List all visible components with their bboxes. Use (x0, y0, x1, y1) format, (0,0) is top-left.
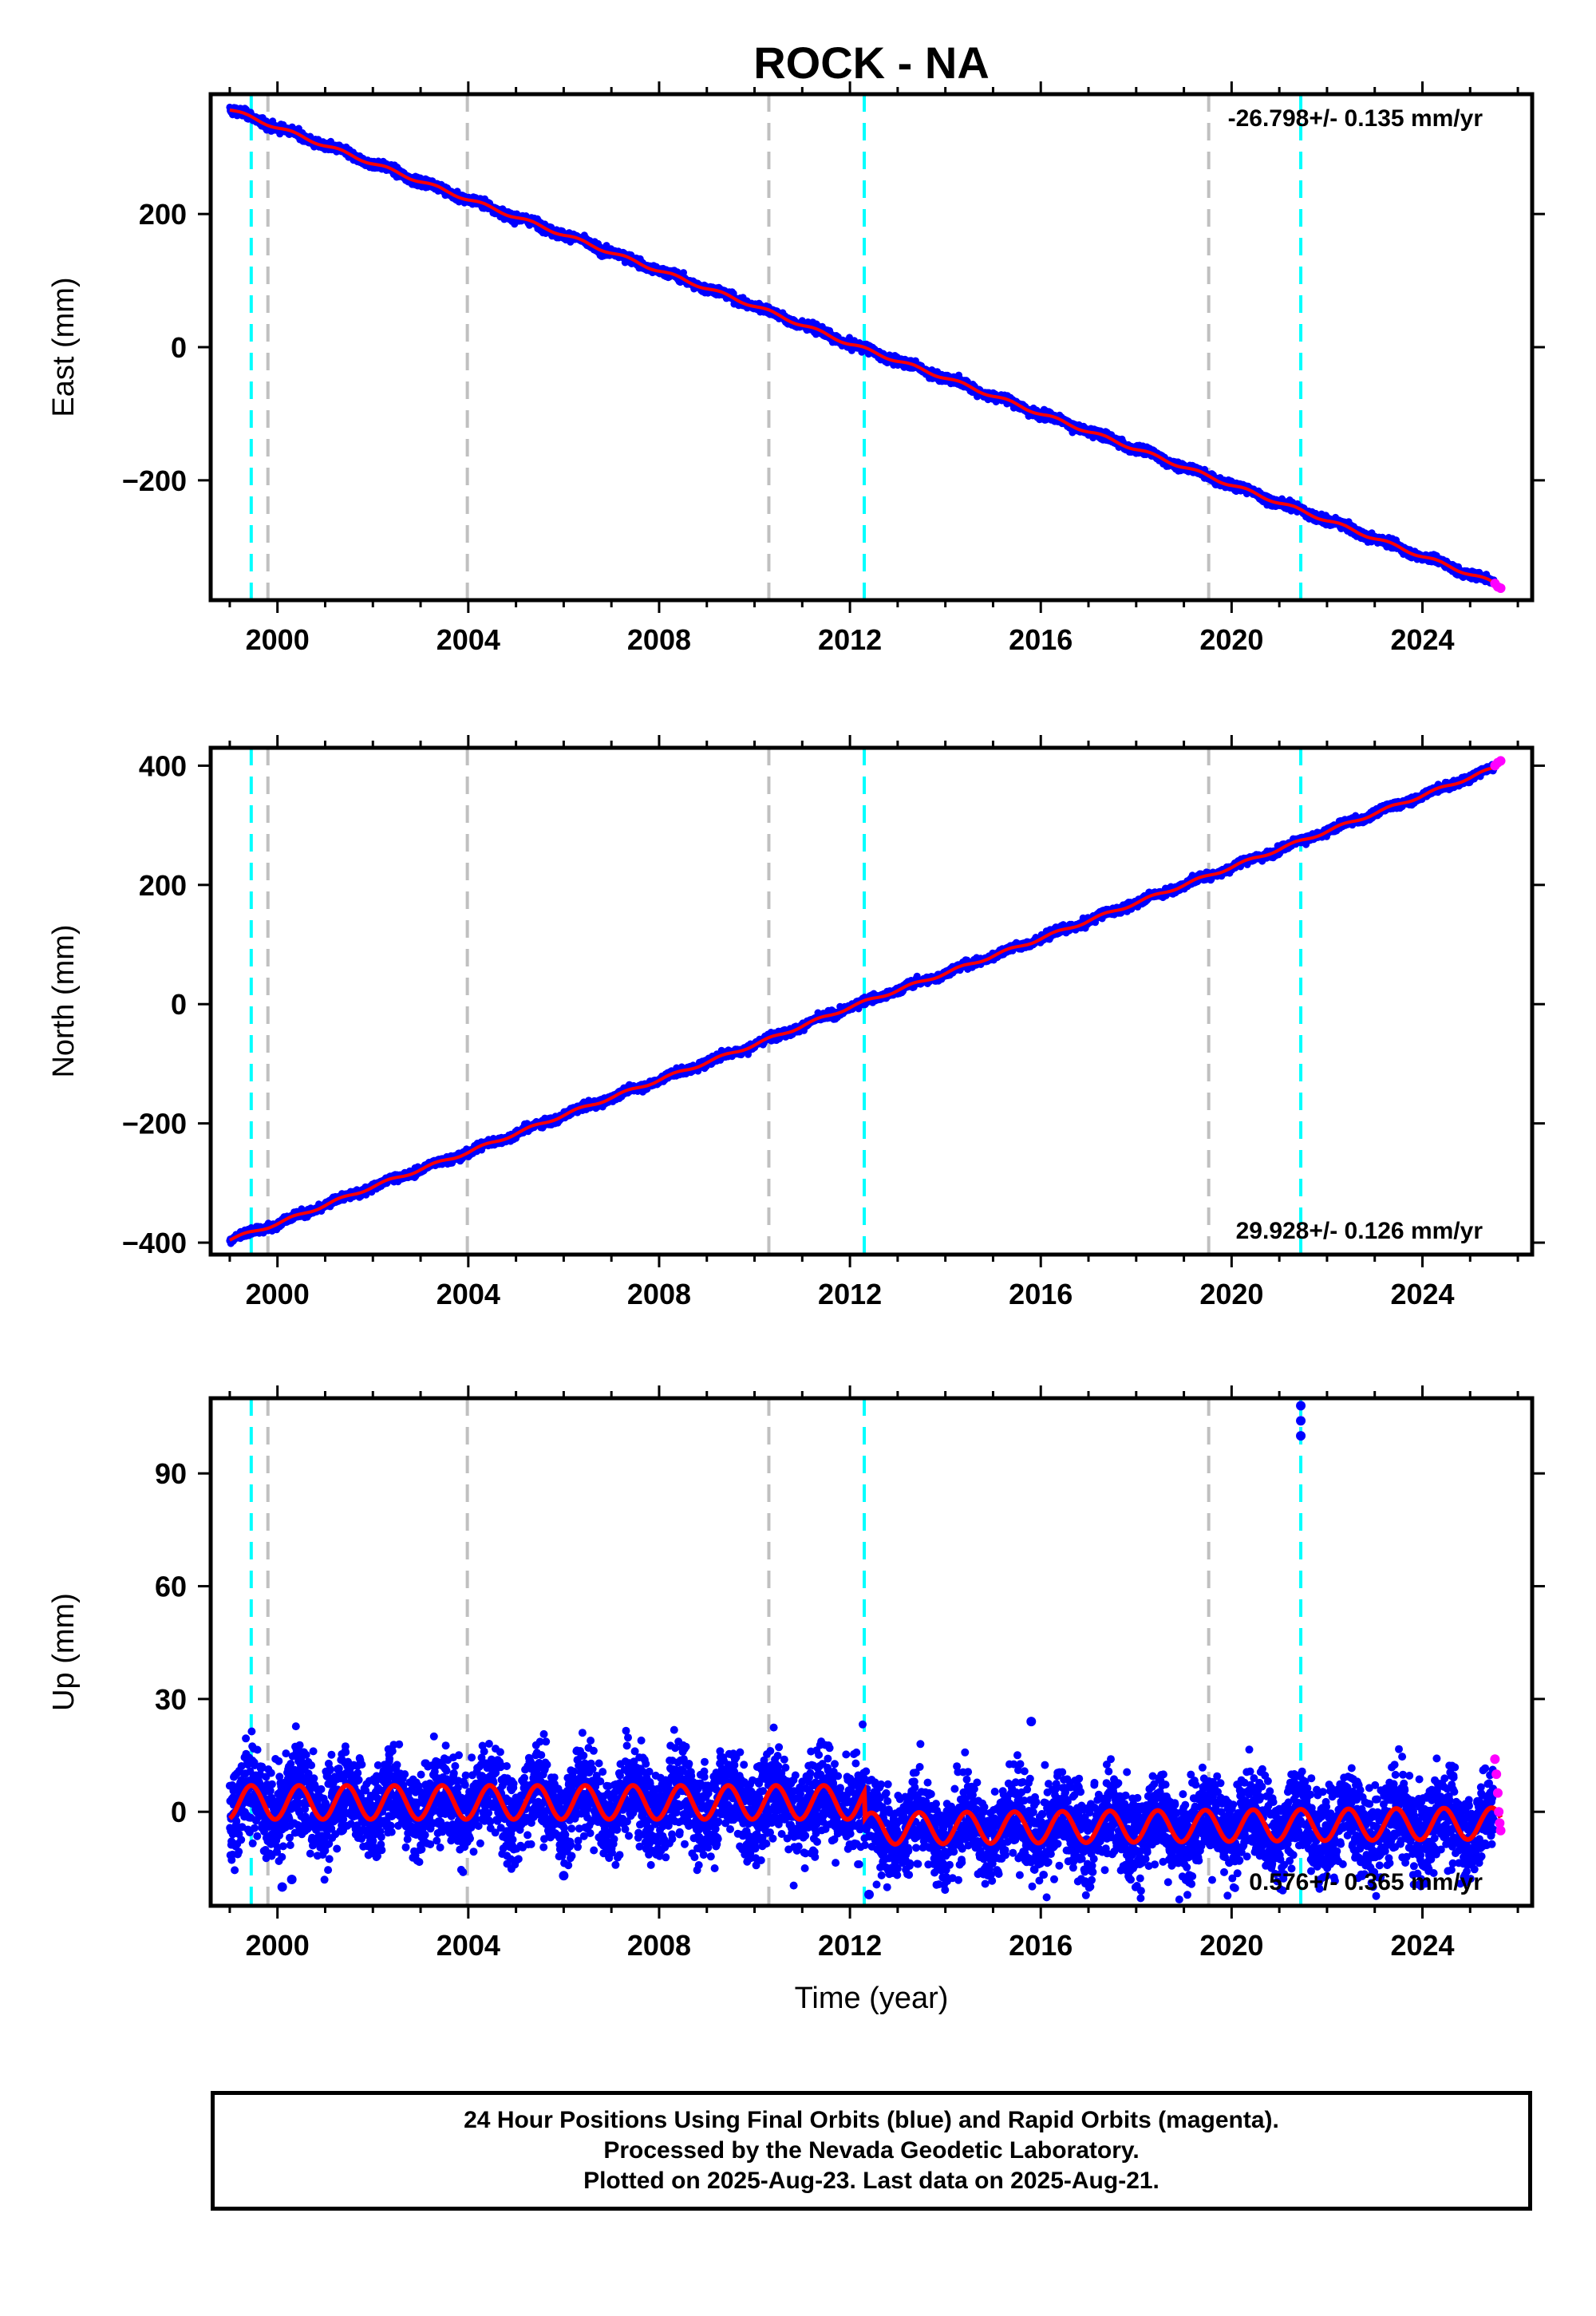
x-tick-label: 2020 (1199, 623, 1263, 656)
y-tick-label: −200 (122, 464, 187, 497)
north-final-orbit-points (226, 761, 1498, 1247)
rapid-orbit-point (1495, 583, 1506, 593)
y-tick-label: 0 (171, 331, 187, 364)
east-y-axis-label: East (mm) (47, 277, 81, 417)
y-tick-label: 200 (139, 198, 187, 231)
x-tick-label: 2016 (1009, 623, 1073, 656)
x-tick-label: 2004 (437, 623, 500, 656)
x-tick-label: 2000 (246, 623, 310, 656)
x-tick-label: 2008 (627, 623, 691, 656)
x-tick-label: 2024 (1390, 623, 1454, 656)
east-rapid-orbit-points (1490, 579, 1506, 593)
east-rate-label: -26.798+/- 0.135 mm/yr (1228, 105, 1483, 132)
east-panel: 2000 2004 2008 2012 2016 2020 2024 −200 0 200 East… (47, 81, 1545, 656)
x-tick-label: 2012 (818, 623, 882, 656)
north-panel: 2000 2004 2008 2012 2016 2020 2024−400−2000200… (47, 735, 1545, 1310)
chart-title: ROCK - NA (753, 38, 990, 88)
